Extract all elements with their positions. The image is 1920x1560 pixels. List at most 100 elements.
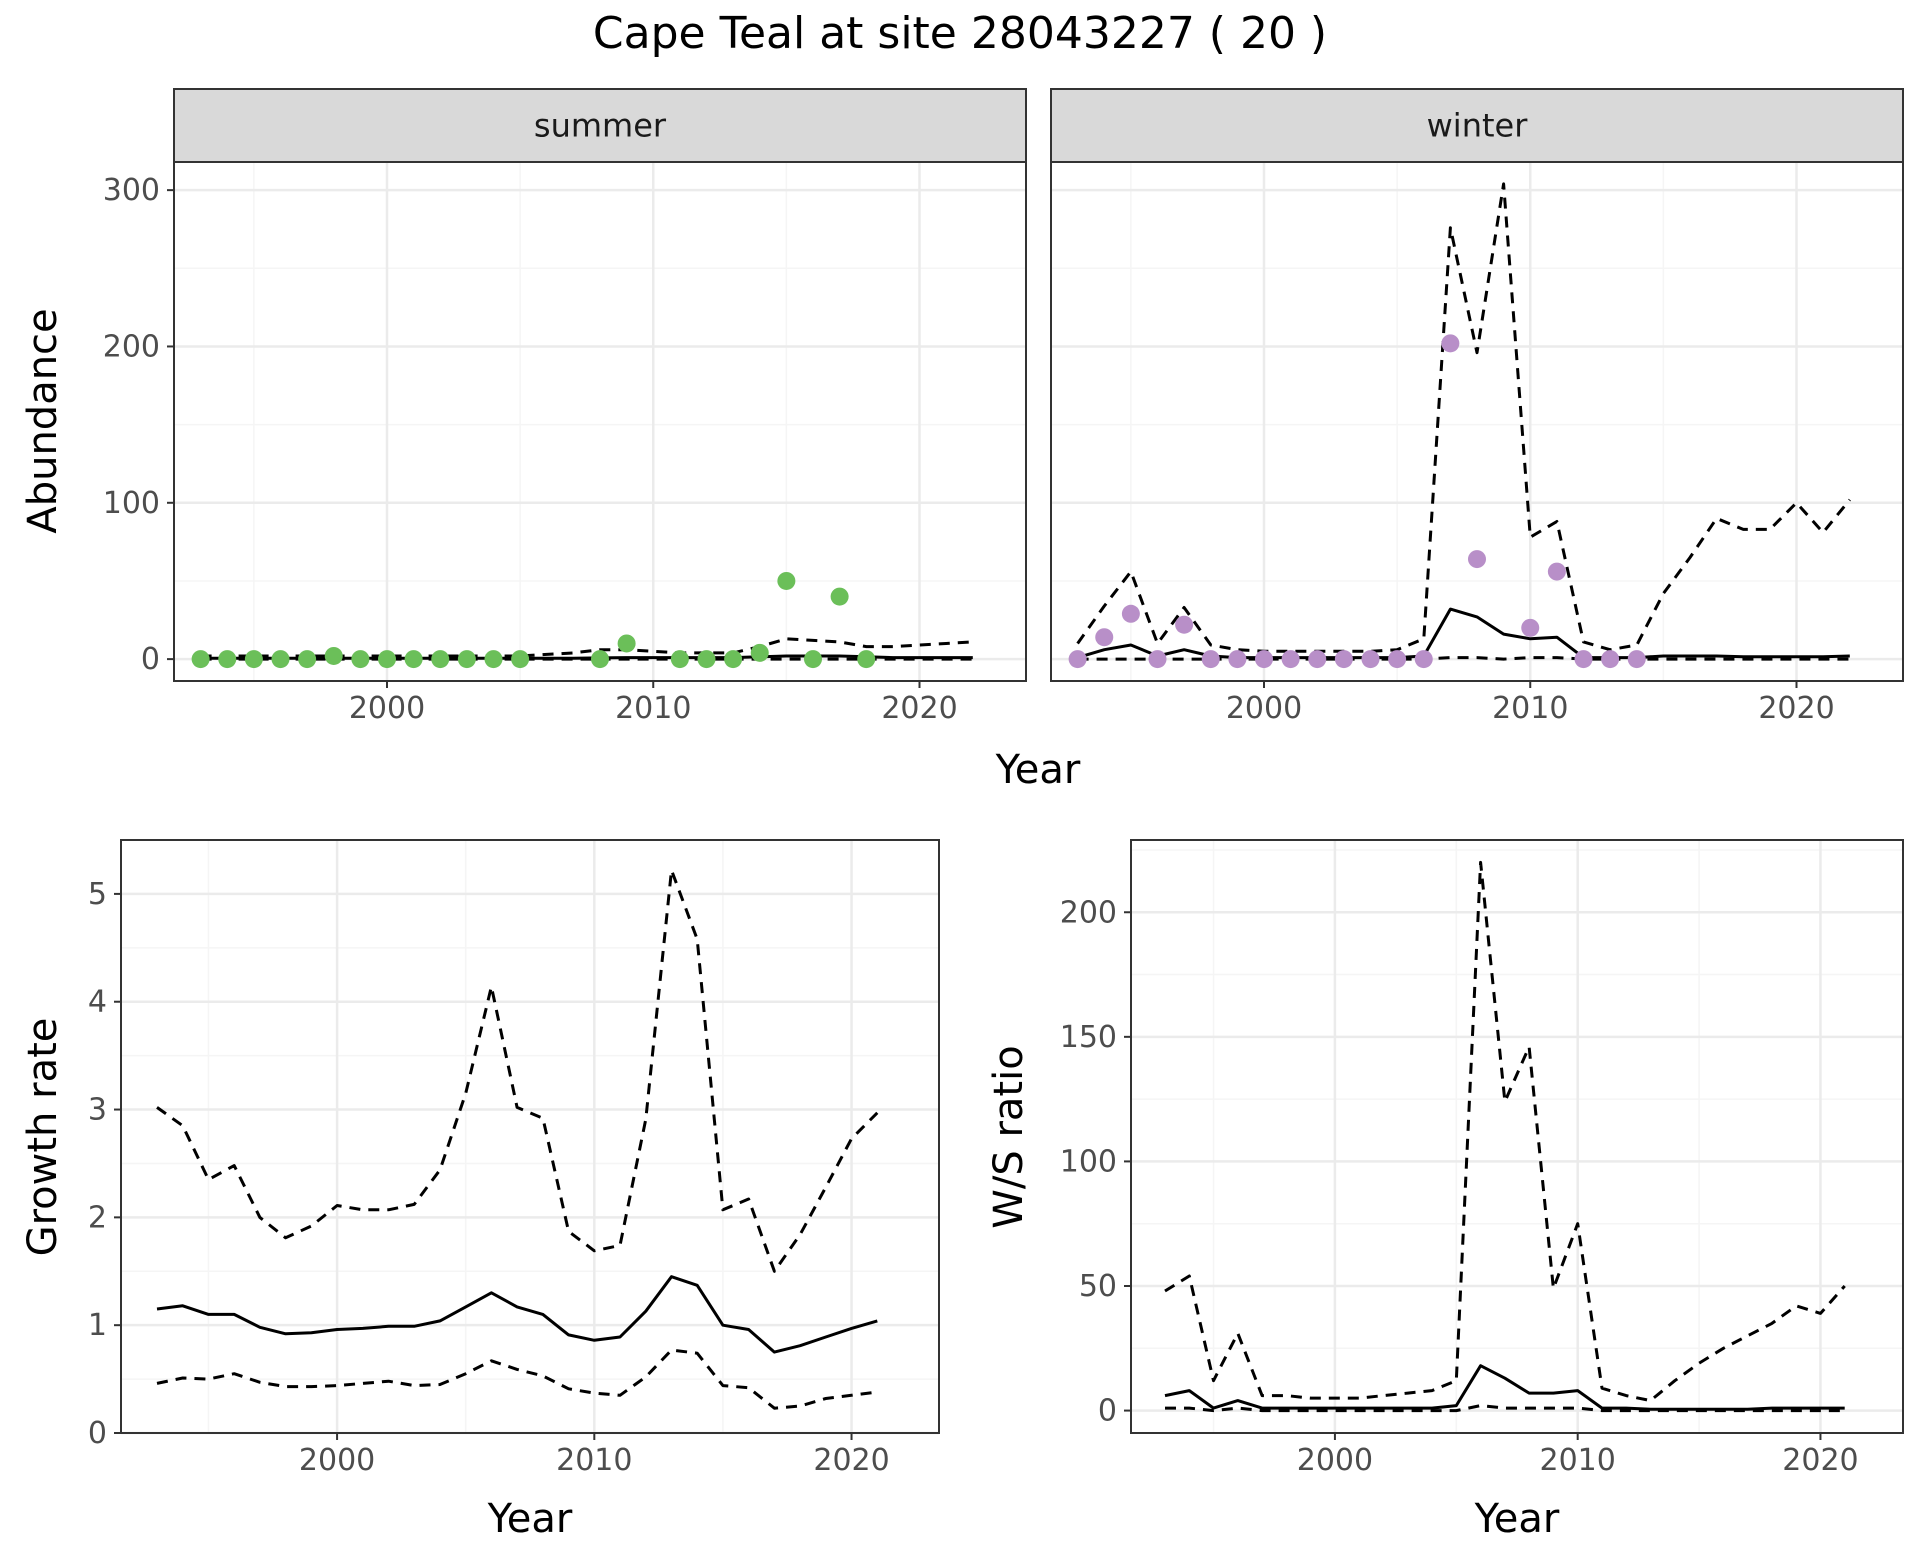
- figure-title: Cape Teal at site 28043227 ( 20 ): [593, 8, 1327, 59]
- y-axis-label: Growth rate: [20, 1018, 66, 1257]
- data-point: [1281, 650, 1300, 669]
- data-point: [830, 587, 849, 606]
- y-tick-label: 200: [103, 329, 160, 364]
- ws-ratio-chart: 2000 2010 2020 0 50 100 150 200 Year W/S ratio: [986, 839, 1904, 1542]
- data-point: [404, 650, 423, 669]
- panel-background: [1131, 840, 1903, 1433]
- upper-bound-line: [200, 637, 973, 658]
- x-tick-label: 2010: [1492, 691, 1568, 726]
- data-point: [1308, 650, 1327, 669]
- facet-winter: winter 2000 2010 2020: [1050, 88, 1904, 726]
- facet-strip-label: summer: [534, 107, 667, 145]
- data-point: [1388, 650, 1407, 669]
- data-point: [591, 650, 609, 669]
- data-point: [191, 650, 210, 669]
- data-point: [1201, 650, 1220, 669]
- panel-border: [173, 161, 1027, 682]
- x-tick-label: 2010: [1540, 1443, 1616, 1478]
- data-point: [484, 650, 503, 669]
- y-tick-label: 100: [1060, 1144, 1117, 1179]
- y-tick-label: 0: [1098, 1394, 1117, 1429]
- abundance-chart: summer 2000 2010 2020 0 100 200 300 winter 2000 20…: [20, 88, 1904, 793]
- y-tick-label: 4: [88, 985, 107, 1020]
- y-tick-label: 3: [88, 1093, 107, 1128]
- data-point: [857, 650, 876, 669]
- data-point: [1121, 604, 1140, 623]
- y-tick-label: 150: [1060, 1020, 1117, 1055]
- x-tick-label: 2000: [299, 1443, 375, 1478]
- upper-bound-line: [1164, 860, 1846, 1403]
- data-point: [1574, 650, 1593, 669]
- data-point: [697, 650, 716, 669]
- x-tick-label: 2010: [615, 691, 691, 726]
- growth-rate-chart: 2000 2010 2020 0 1 2 3 4 5 Year Growth rate: [20, 839, 940, 1542]
- data-point: [617, 634, 636, 653]
- estimate-line: [1164, 1364, 1845, 1411]
- y-tick-label: 300: [103, 173, 160, 208]
- y-tick-label: 200: [1060, 895, 1117, 930]
- data-point: [1601, 650, 1620, 669]
- panel-border: [120, 839, 940, 1434]
- lower-bound-line: [1077, 656, 1850, 661]
- data-point: [457, 650, 476, 669]
- data-point: [1228, 650, 1247, 669]
- data-point: [1095, 628, 1114, 647]
- data-point: [378, 650, 396, 669]
- data-point: [324, 646, 343, 665]
- upper-bound-line: [156, 868, 879, 1273]
- data-point: [511, 650, 530, 669]
- y-tick-label: 1: [88, 1308, 107, 1343]
- data-point: [1627, 650, 1646, 669]
- panel-border: [1050, 161, 1904, 682]
- data-point: [670, 650, 689, 669]
- data-point: [244, 650, 263, 669]
- panel-background: [121, 840, 939, 1433]
- estimate-line: [156, 1275, 878, 1354]
- x-axis-label: Year: [995, 747, 1081, 793]
- facet-strip-label: winter: [1427, 107, 1529, 145]
- data-point: [218, 650, 237, 669]
- upper-bound-line: [1076, 182, 1851, 653]
- x-axis-label: Year: [1474, 1496, 1560, 1542]
- data-point: [1148, 650, 1167, 669]
- data-point: [431, 650, 450, 669]
- facet-strip: [1050, 88, 1904, 163]
- y-tick-label: 50: [1079, 1269, 1117, 1304]
- data-point: [724, 650, 743, 669]
- y-tick-label: 0: [88, 1416, 107, 1451]
- x-tick-label: 2000: [1226, 691, 1302, 726]
- x-tick-label: 2010: [556, 1443, 632, 1478]
- x-tick-label: 2020: [1758, 691, 1834, 726]
- data-point: [1468, 550, 1486, 569]
- data-point: [777, 571, 796, 590]
- x-tick-label: 2000: [349, 691, 425, 726]
- data-point: [1521, 618, 1540, 637]
- y-tick-label: 2: [88, 1200, 107, 1235]
- x-tick-label: 2020: [813, 1443, 889, 1478]
- y-tick-label: 5: [88, 877, 107, 912]
- panel-border: [1130, 839, 1904, 1434]
- data-point: [1334, 650, 1353, 669]
- x-tick-label: 2000: [1297, 1443, 1373, 1478]
- data-point: [351, 650, 370, 669]
- facet-summer: summer 2000 2010 2020 0 100 200 300: [103, 88, 1027, 726]
- data-point: [750, 643, 769, 662]
- data-point: [1414, 650, 1433, 669]
- y-tick-label: 0: [141, 642, 160, 677]
- y-axis-label: W/S ratio: [986, 1045, 1032, 1228]
- lower-bound-line: [156, 1348, 878, 1410]
- facet-strip: [173, 88, 1027, 163]
- x-axis-label: Year: [487, 1496, 573, 1542]
- data-point: [1547, 562, 1566, 581]
- panel-background: [174, 162, 1026, 681]
- data-point: [298, 650, 317, 669]
- panel-background: [1051, 162, 1903, 681]
- data-point: [1068, 650, 1087, 669]
- y-axis-label: Abundance: [20, 308, 66, 533]
- data-point: [1255, 650, 1273, 669]
- data-point: [804, 650, 822, 669]
- data-point: [1361, 650, 1380, 669]
- data-point: [1441, 334, 1460, 353]
- x-tick-label: 2020: [1782, 1443, 1858, 1478]
